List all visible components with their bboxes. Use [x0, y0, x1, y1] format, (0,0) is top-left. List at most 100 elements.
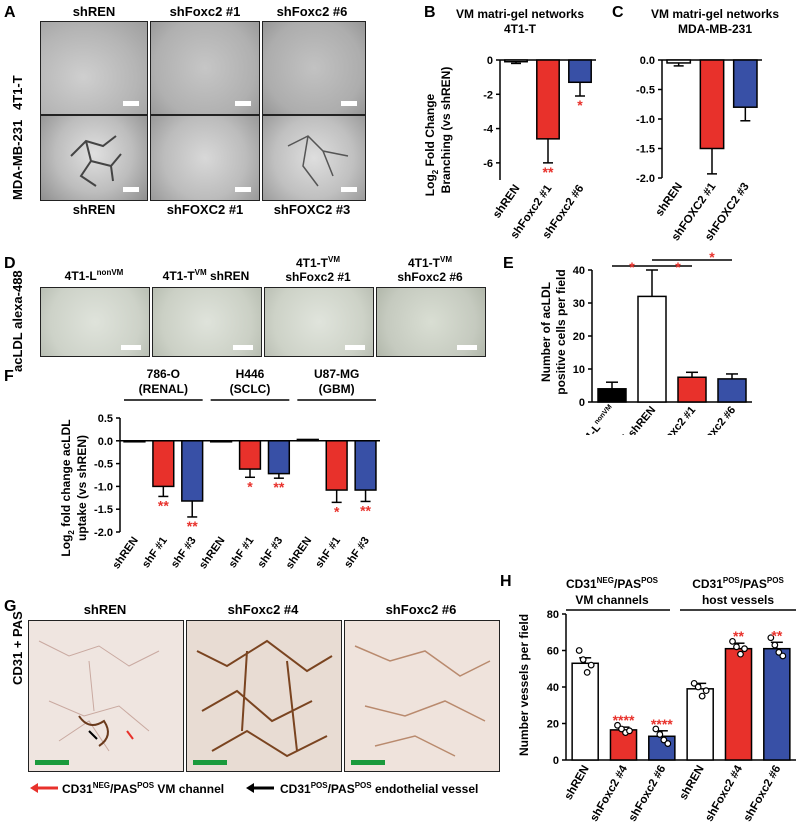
data-point: [741, 645, 748, 653]
x-tick-label: shF #1: [227, 535, 257, 570]
significance-mark: **: [360, 502, 371, 518]
bar: [686, 688, 714, 761]
panel-letter-d: D: [4, 255, 16, 272]
chart-b-ylabel-sub: 2: [431, 169, 440, 174]
bar: [325, 440, 348, 491]
legend-black-post: endothelial vessel: [372, 782, 479, 796]
y-tick-label: 0.5: [98, 413, 113, 425]
micrograph-d-1: [40, 287, 150, 357]
micrograph-4t1t-shren: [40, 21, 148, 115]
chart-b-ylabel-1: Log2 Fold Change: [423, 93, 440, 196]
micrograph-d-4: [376, 287, 486, 357]
x-tick-label: shF #1: [313, 535, 343, 570]
data-point: [775, 648, 783, 656]
chart-e-ylabel-1: Number of acLDL: [539, 282, 553, 382]
bar: [597, 388, 627, 403]
y-tick-label: -0.5: [636, 85, 655, 97]
histology-shfoxc2-6: [344, 620, 500, 772]
legend-black-pre: CD31: [280, 782, 311, 796]
chart-c: VM matri-gel networks MDA-MB-231 0.0 -0.5…: [636, 7, 779, 243]
data-point: [690, 679, 698, 687]
significance-mark: *: [675, 259, 681, 275]
network-sketch: [70, 135, 122, 187]
panel-d-col4-line2: shFoxc2 #6: [397, 270, 463, 284]
scale-bar-green: [35, 760, 69, 765]
panel-letter-b: B: [424, 4, 436, 21]
y-tick-label: 0: [579, 397, 585, 409]
scale-bar: [123, 101, 139, 106]
significance-mark: ****: [613, 712, 635, 728]
chart-f-ylabel-2: uptake (vs shREN): [75, 435, 89, 541]
legend-black-sup1: POS: [311, 781, 329, 790]
x-tick-label: shFoxc2 #6: [742, 764, 784, 824]
scale-bar-green: [193, 760, 227, 765]
legend-red-sup2: POS: [137, 781, 155, 790]
significance-mark: **: [273, 479, 284, 495]
panel-a-col-label-2: shFoxc2 #1: [169, 4, 241, 19]
chart-c-title-2: MDA-MB-231: [678, 22, 752, 36]
bar: [267, 440, 291, 475]
panel-d-col2-sup: VM: [194, 268, 207, 277]
panel-a-bottom-label-2: shFOXC2 #1: [166, 202, 244, 217]
scale-bar: [235, 101, 251, 106]
chart-b-ylabel-log: Log: [423, 174, 437, 196]
micrograph-d-3: [264, 287, 374, 357]
x-tick-label: shF #1: [140, 535, 170, 570]
data-point: [733, 643, 740, 651]
y-tick-label: 0: [553, 755, 559, 767]
significance-mark: *: [577, 97, 583, 113]
panel-a-bottom-label-3: shFOXC2 #3: [273, 202, 351, 217]
h-g2-pre: CD31: [692, 577, 723, 591]
scale-bar: [341, 187, 357, 192]
legend-red-mid: /PAS: [110, 782, 137, 796]
micrograph-mda-shfoxc2-3: [262, 115, 366, 201]
panel-d-col-label-1: 4T1-LnonVM: [40, 268, 148, 283]
data-point: [583, 668, 591, 676]
data-point: [575, 647, 583, 654]
data-point: [656, 731, 664, 738]
chart-c-title-1: VM matri-gel networks: [651, 7, 779, 21]
y-tick-label: -1.5: [94, 504, 113, 516]
histology-shfoxc2-4: [186, 620, 342, 772]
histology-shren: [28, 620, 184, 772]
legend-red-post: VM channel: [154, 782, 224, 796]
scale-bar: [235, 187, 251, 192]
chart-b-ylabel-rest: Fold Change: [423, 93, 437, 169]
significance-mark: *: [709, 250, 715, 265]
panel-a-row-label-1: 4T1-T: [10, 75, 25, 110]
panel-letter-c: C: [612, 4, 624, 21]
x-tick-label: shFoxc2 #4: [588, 763, 630, 824]
bar: [717, 378, 747, 403]
chart-b-title-1: VM matri-gel networks: [456, 7, 584, 21]
scale-bar: [341, 101, 357, 106]
bar: [677, 376, 707, 403]
h-g2-mid: /PAS: [740, 577, 767, 591]
x-tick-label: shREN: [197, 535, 228, 571]
bar: [354, 440, 377, 491]
panel-d-col2-pre: 4T1-T: [162, 269, 195, 283]
h-g2-sup2: POS: [767, 576, 785, 585]
y-tick-label: 60: [547, 646, 559, 658]
bar: [238, 440, 262, 470]
panel-g-legend: CD31NEG/PASPOS VM channel CD31POS/PASPOS…: [30, 781, 479, 796]
chart-f-plot: 0.50.0-0.5-1.0-1.5-2.0786-O(RENAL)shREN*…: [94, 368, 380, 571]
bar: [763, 647, 791, 761]
group-label: (GBM): [319, 382, 355, 396]
significance-mark: *: [629, 259, 635, 275]
x-tick-label: shREN: [678, 764, 707, 803]
histology-texture: [38, 640, 160, 752]
data-point: [664, 740, 672, 747]
panel-d-col3-pre: 4T1-T: [295, 256, 328, 270]
bar: [209, 440, 233, 443]
data-point: [779, 652, 787, 660]
panel-letter-f: F: [4, 368, 14, 385]
x-label-part: shFoxc2 #6: [689, 404, 739, 435]
data-point: [587, 661, 595, 669]
data-point: [767, 634, 775, 642]
y-tick-label: 40: [547, 682, 559, 694]
panel-g-row-label: CD31 + PAS: [10, 611, 25, 685]
y-tick-label: 40: [573, 265, 585, 277]
legend-red-sup1: NEG: [93, 781, 110, 790]
panel-g-col-label-2: shFoxc2 #4: [227, 602, 299, 617]
panel-letter-e: E: [503, 255, 514, 272]
